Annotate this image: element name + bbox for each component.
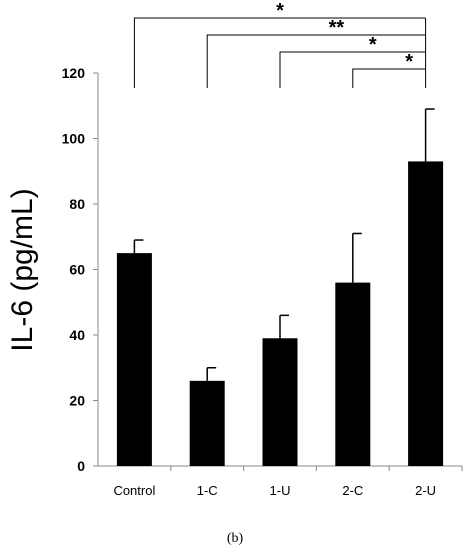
- significance-bracket: [279, 51, 426, 88]
- y-axis-label: IL-6 (pg/mL): [6, 188, 39, 351]
- bar-2-u: [408, 161, 444, 467]
- significance-brackets: *****: [133, 0, 427, 88]
- y-ticks: 0 20 40 60 80 100 120: [62, 65, 98, 474]
- y-tick-label: 20: [69, 393, 85, 409]
- y-tick-label: 100: [62, 131, 86, 147]
- y-tick-label: 60: [69, 262, 85, 278]
- bars: [116, 108, 444, 467]
- bar-1-c: [189, 380, 225, 466]
- y-tick-label: 120: [62, 65, 86, 81]
- bar-1-u: [262, 338, 298, 466]
- figure-caption: (b): [227, 531, 244, 546]
- x-tick-label: 2-U: [415, 483, 436, 498]
- bar-control: [116, 253, 152, 466]
- x-tick-label: 1-C: [197, 483, 218, 498]
- y-tick-label: 80: [69, 196, 85, 212]
- x-tick-label: 2-C: [342, 483, 363, 498]
- x-tick-label: Control: [113, 483, 155, 498]
- y-tick-label: 0: [77, 458, 85, 474]
- significance-bracket: [206, 34, 426, 88]
- significance-label: **: [329, 17, 345, 39]
- significance-bracket: [352, 68, 426, 88]
- significance-label: *: [405, 51, 413, 73]
- significance-bracket: [133, 17, 426, 88]
- y-tick-label: 40: [69, 327, 85, 343]
- x-tick-label: 1-U: [270, 483, 291, 498]
- x-ticks: Control 1-C 1-U 2-C 2-U: [113, 466, 463, 498]
- significance-label: *: [369, 34, 377, 56]
- significance-label: *: [276, 0, 284, 22]
- bar-2-c: [335, 282, 371, 466]
